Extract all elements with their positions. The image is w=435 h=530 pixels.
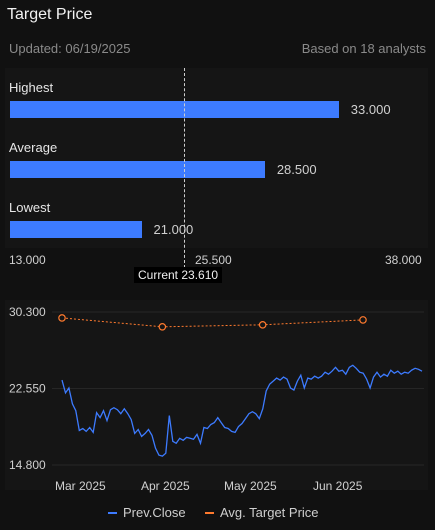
highest-bar[interactable]	[10, 101, 339, 118]
average-label: Average	[9, 140, 58, 155]
avg-target-point[interactable]	[58, 314, 66, 322]
legend-prev-close-swatch	[108, 511, 117, 514]
x-tick-label: Mar 2025	[55, 479, 106, 493]
target-range-panel	[5, 68, 428, 248]
lowest-value: 21.000	[153, 222, 194, 237]
lowest-label: Lowest	[9, 200, 51, 215]
legend-avg-target-swatch	[205, 511, 214, 514]
avg-target-point[interactable]	[258, 321, 267, 329]
y-tick-label: 14.800	[9, 458, 46, 472]
x-tick-label: Apr 2025	[141, 479, 190, 493]
avg-target-line	[61, 317, 364, 328]
average-value: 28.500	[276, 162, 317, 177]
page-title: Target Price	[7, 6, 93, 23]
legend-avg-target-label: Avg. Target Price	[220, 505, 319, 520]
avg-target-point[interactable]	[158, 323, 167, 331]
range-max-label: 38.000	[385, 253, 422, 267]
legend-avg-target[interactable]: Avg. Target Price	[205, 505, 319, 520]
average-bar[interactable]	[10, 161, 265, 178]
lowest-bar[interactable]	[10, 221, 142, 238]
updated-date: Updated: 06/19/2025	[9, 41, 131, 56]
legend-prev-close-label: Prev.Close	[123, 505, 186, 520]
x-tick-label: May 2025	[224, 479, 277, 493]
highest-label: Highest	[9, 80, 54, 95]
range-min-label: 13.000	[9, 253, 46, 267]
analyst-count: Based on 18 analysts	[301, 41, 426, 56]
y-tick-label: 22.550	[9, 382, 46, 396]
y-tick-label: 30.300	[9, 305, 46, 319]
current-price-marker	[184, 68, 185, 268]
current-price-badge: Current 23.610	[134, 267, 223, 283]
highest-value: 33.000	[350, 102, 391, 117]
x-tick-label: Jun 2025	[313, 479, 363, 493]
avg-target-point[interactable]	[359, 316, 367, 324]
price-chart-panel	[5, 300, 428, 490]
range-mid-label: 25.500	[195, 253, 232, 267]
prev-close-line	[61, 364, 423, 457]
legend-prev-close[interactable]: Prev.Close	[108, 505, 186, 520]
